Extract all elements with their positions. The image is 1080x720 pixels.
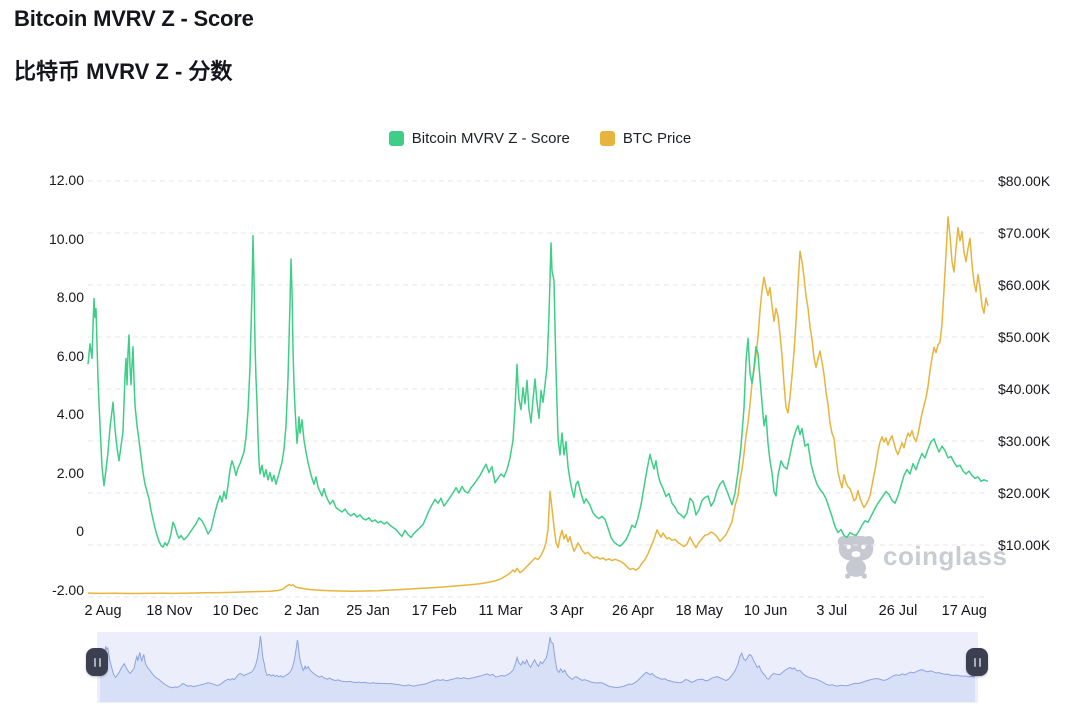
y-axis-label-left: 8.00	[56, 289, 84, 305]
y-axis-label-right: $40.00K	[998, 381, 1051, 397]
x-axis-label: 11 Mar	[478, 603, 523, 619]
navigator-right-handle[interactable]	[966, 648, 988, 676]
y-axis-label-left: -2.00	[52, 581, 84, 598]
y-axis-label-left: 4.00	[56, 406, 84, 422]
mvrv-legend-swatch-icon	[388, 131, 404, 146]
legend-item-label: BTC Price	[622, 130, 692, 147]
x-axis-label: 17 Aug	[941, 603, 987, 619]
legend-item-btc-price[interactable]: BTC Price	[599, 130, 692, 147]
mvrv-zscore-line	[87, 234, 989, 548]
y-axis-label-left: 0	[76, 523, 84, 539]
btc-price-legend-swatch-icon	[599, 131, 615, 146]
x-axis-label: 17 Feb	[411, 603, 457, 619]
page-title: Bitcoin MVRV Z - Score	[14, 6, 254, 31]
chart-legend: Bitcoin MVRV Z - Score BTC Price	[0, 130, 1080, 147]
x-axis-label: 2 Aug	[84, 603, 122, 619]
y-axis-label-right: $80.00K	[998, 173, 1051, 189]
page-subtitle-chinese: 比特币 MVRV Z - 分数	[14, 59, 233, 84]
y-axis-label-right: $50.00K	[998, 329, 1051, 345]
x-axis-label: 18 May	[675, 603, 724, 619]
legend-item-label: Bitcoin MVRV Z - Score	[411, 130, 570, 147]
coinglass-watermark-text: coinglass	[883, 540, 1008, 571]
y-axis-label-right: $20.00K	[998, 485, 1051, 501]
y-axis-label-left: 12.00	[48, 172, 84, 188]
x-axis-label: 25 Jan	[346, 603, 390, 619]
y-axis-label-right: $70.00K	[998, 225, 1051, 241]
y-axis-label-right: $60.00K	[998, 277, 1051, 293]
navigator-track[interactable]	[97, 632, 978, 703]
y-axis-label-left: 10.00	[48, 230, 84, 247]
x-axis-label: 3 Jul	[816, 603, 848, 619]
x-axis-label: 18 Nov	[146, 603, 193, 619]
navigator-left-handle[interactable]	[86, 648, 108, 676]
x-axis-label: 26 Apr	[612, 603, 654, 619]
x-axis-label: 2 Jan	[284, 603, 320, 619]
x-axis-label: 3 Apr	[549, 603, 584, 619]
y-axis-label-left: 6.00	[56, 347, 84, 364]
x-axis-label: 26 Jul	[878, 603, 918, 619]
legend-item-mvrv[interactable]: Bitcoin MVRV Z - Score	[388, 130, 570, 147]
y-axis-label-right: $10.00K	[998, 537, 1051, 553]
coinglass-watermark: coinglass	[836, 533, 1007, 579]
x-axis-label: 10 Jun	[743, 603, 788, 619]
y-axis-label-right: $30.00K	[998, 433, 1051, 449]
coinglass-bear-logo-icon	[837, 536, 875, 579]
x-axis-label: 10 Dec	[212, 603, 259, 619]
y-axis-label-left: 2.00	[56, 464, 84, 481]
